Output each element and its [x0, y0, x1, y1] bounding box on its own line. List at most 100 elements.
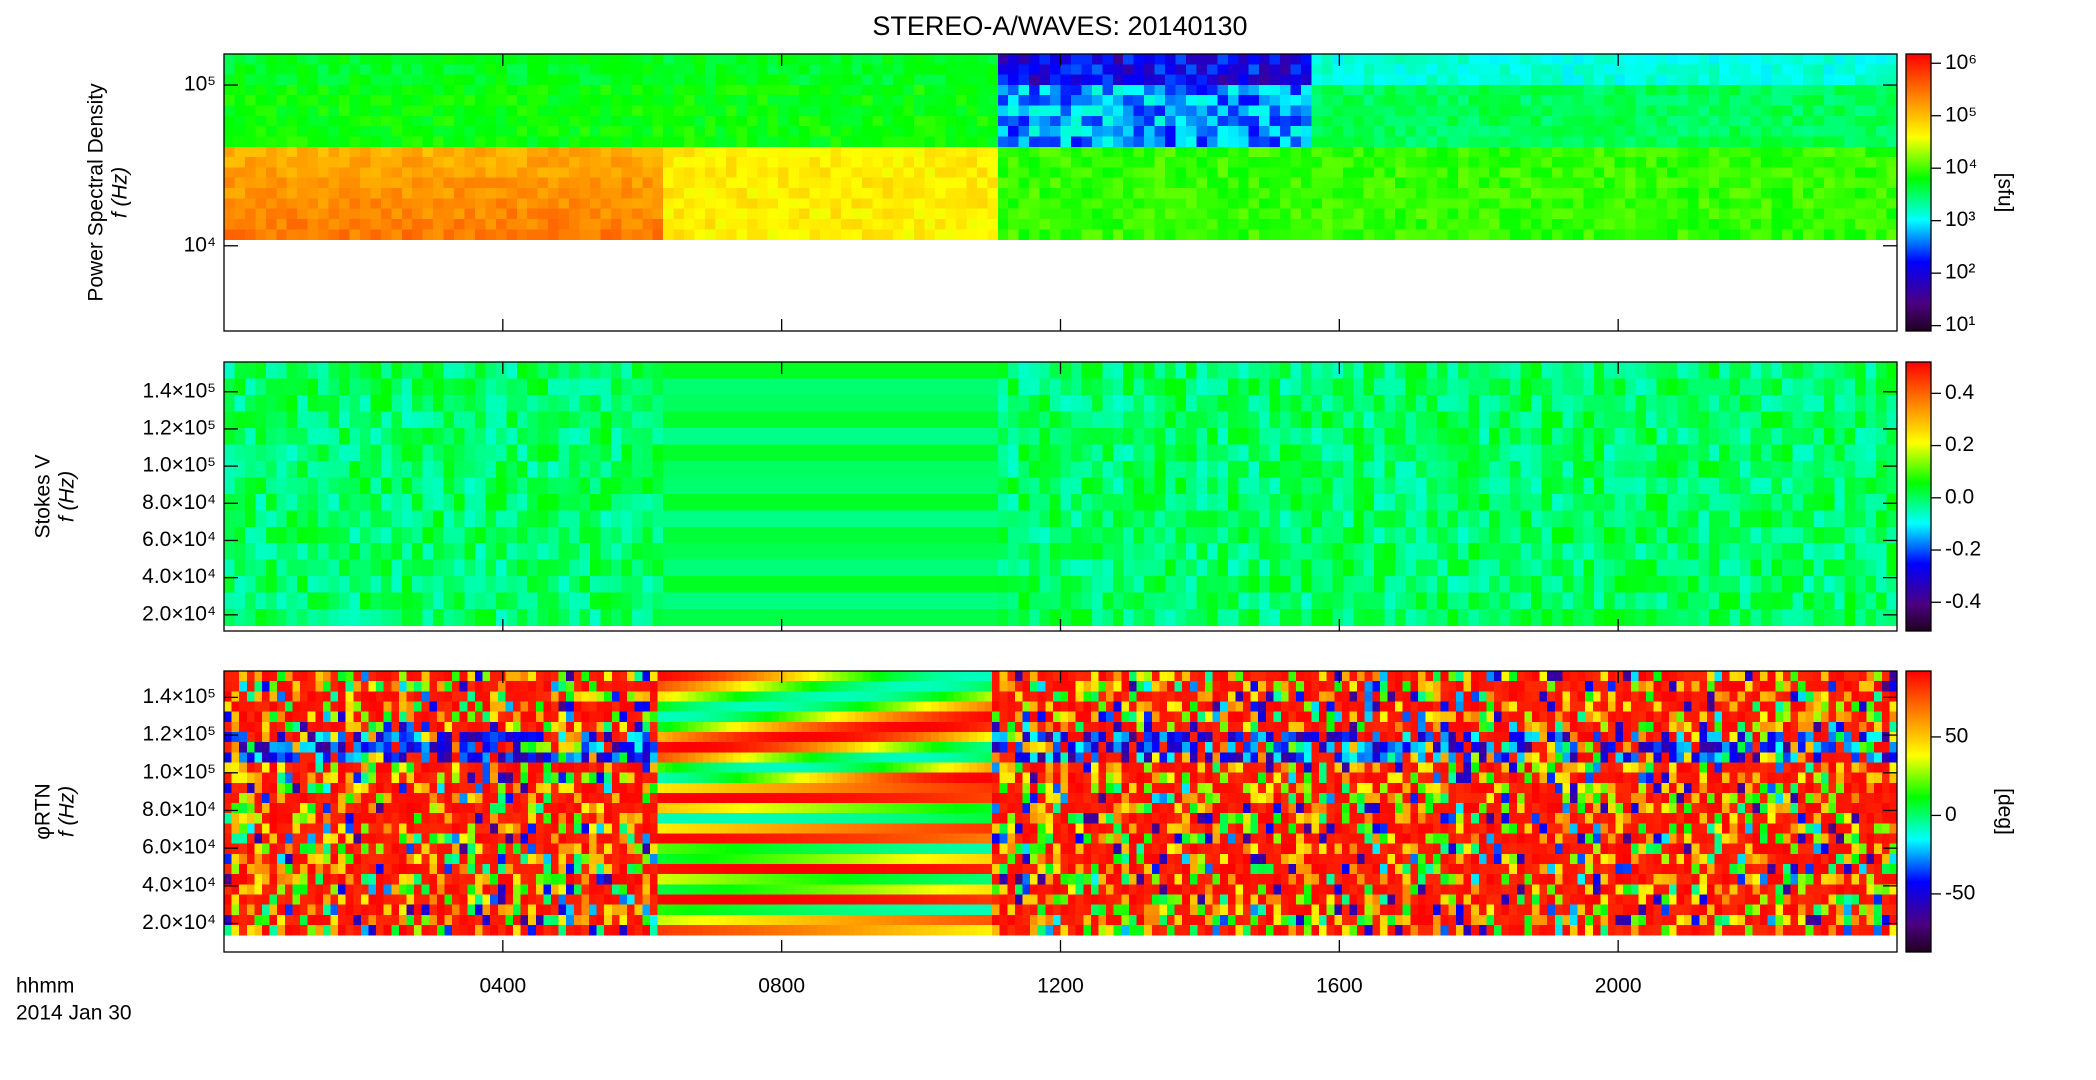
spectrogram-cell [799, 84, 811, 96]
spectrogram-cell [1102, 559, 1114, 577]
spectrogram-cell [359, 54, 371, 65]
spectrogram-cell [945, 394, 957, 413]
spectrogram-cell [1520, 543, 1532, 561]
spectrogram-cell [673, 84, 685, 96]
spectrogram-cell [328, 526, 340, 544]
spectrogram-cell [1562, 609, 1574, 627]
spectrogram-cell [1091, 157, 1103, 169]
spectrogram-cell [872, 444, 884, 462]
spectrogram-cell [1165, 394, 1177, 413]
spectrogram-cell [244, 177, 256, 189]
spectrogram-cell [318, 427, 330, 445]
spectrogram-cell [1792, 136, 1804, 148]
spectrogram-cell [370, 559, 382, 577]
spectrogram-cell [924, 543, 936, 561]
colorbar-label: [sfu] [1993, 173, 2016, 213]
spectrogram-cell [454, 576, 466, 594]
spectrogram-cell [976, 177, 988, 189]
spectrogram-cell [1112, 592, 1124, 610]
spectrogram-cell [370, 592, 382, 610]
spectrogram-cell [433, 167, 445, 179]
spectrogram-cell [1531, 95, 1543, 107]
spectrogram-cell [1144, 609, 1156, 627]
spectrogram-cell [652, 229, 664, 241]
spectrogram-cell [1133, 493, 1145, 511]
spectrogram-cell [1416, 146, 1428, 158]
colorbar [1905, 53, 1932, 332]
spectrogram-cell [778, 576, 790, 594]
spectrogram-cell [1823, 95, 1835, 107]
spectrogram-cell [244, 394, 256, 413]
spectrogram-cell [966, 188, 978, 199]
spectrogram-cell [1656, 188, 1668, 199]
spectrogram-cell [621, 411, 633, 429]
spectrogram-cell [370, 84, 382, 96]
spectrogram-cell [1374, 609, 1386, 627]
spectrogram-cell [548, 95, 560, 107]
spectrogram-cell [1342, 543, 1354, 561]
spectrogram-cell [788, 74, 800, 86]
spectrogram-cell [684, 208, 696, 220]
spectrogram-cell [1572, 592, 1584, 610]
spectrogram-cell [1562, 444, 1574, 462]
spectrogram-cell [1750, 64, 1762, 76]
spectrogram-cell [893, 411, 905, 429]
spectrogram-cell [1635, 54, 1647, 65]
spectrogram-cell [694, 208, 706, 220]
spectrogram-cell [1248, 543, 1260, 561]
spectrogram-cell [809, 378, 821, 396]
spectrogram-cell [265, 559, 277, 577]
spectrogram-cell [433, 493, 445, 511]
spectrogram-cell [914, 394, 926, 413]
spectrogram-cell [1217, 136, 1229, 148]
spectrogram-cell [359, 218, 371, 230]
spectrogram-cell [736, 146, 748, 158]
spectrogram-cell [391, 64, 403, 76]
spectrogram-cell [1374, 157, 1386, 169]
spectrogram-cell [1050, 362, 1062, 380]
spectrogram-cell [443, 95, 455, 107]
spectrogram-cell [1259, 136, 1271, 148]
spectrogram-cell [1374, 105, 1386, 117]
spectrogram-cell [903, 394, 915, 413]
spectrogram-cell [579, 362, 591, 380]
spectrogram-cell [715, 394, 727, 413]
spectrogram-cell [265, 543, 277, 561]
spectrogram-cell [1363, 576, 1375, 594]
spectrogram-cell [537, 54, 549, 65]
spectrogram-cell [1468, 362, 1480, 380]
spectrogram-cell [725, 157, 737, 169]
spectrogram-cell [1029, 198, 1041, 210]
spectrogram-cell [631, 167, 643, 179]
spectrogram-cell [820, 95, 832, 107]
spectrogram-cell [527, 362, 539, 380]
spectrogram-cell [391, 115, 403, 127]
spectrogram-cell [997, 493, 1009, 511]
spectrogram-cell [1666, 84, 1679, 96]
spectrogram-cell [1227, 105, 1239, 117]
spectrogram-cell [1332, 378, 1344, 396]
spectrogram-cell [1499, 64, 1511, 76]
spectrogram-cell [1478, 493, 1490, 511]
spectrogram-cell [443, 576, 455, 594]
spectrogram-cell [1531, 167, 1543, 179]
spectrogram-cell [1102, 177, 1114, 189]
spectrogram-cell [1572, 229, 1584, 241]
spectrogram-cell [265, 177, 277, 189]
spectrogram-cell [1290, 460, 1302, 478]
spectrogram-cell [1165, 576, 1177, 594]
spectrogram-cell [1416, 576, 1428, 594]
spectrogram-cell [1332, 64, 1344, 76]
spectrogram-cell [328, 592, 340, 610]
spectrogram-cell [1144, 411, 1156, 429]
spectrogram-cell [422, 444, 434, 462]
spectrogram-cell [1572, 477, 1584, 495]
spectrogram-cell [454, 167, 466, 179]
spectrogram-cell [1416, 167, 1428, 179]
spectrogram-cell [955, 146, 967, 158]
spectrogram-cell [380, 394, 392, 413]
spectrogram-cell [1666, 218, 1679, 230]
spectrogram-cell [1489, 510, 1501, 528]
spectrogram-cell [1374, 146, 1386, 158]
spectrogram-cell [1029, 592, 1041, 610]
